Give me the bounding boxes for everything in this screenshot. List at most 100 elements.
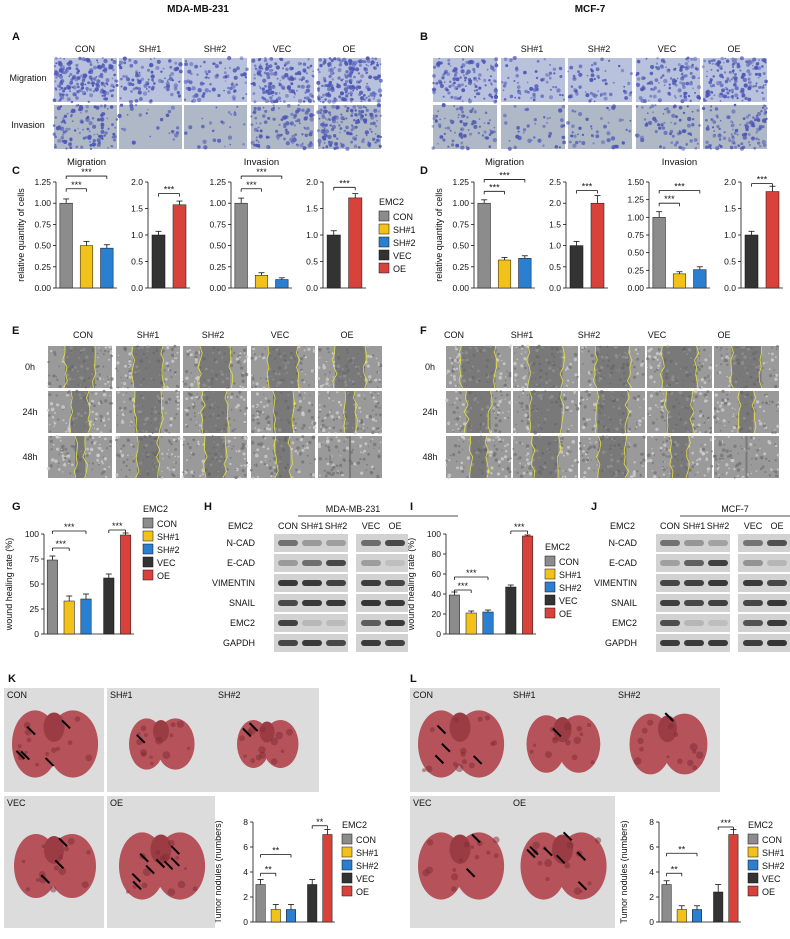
cell-dot (104, 97, 109, 101)
cell-dot (160, 80, 164, 84)
wound-cell (700, 378, 704, 382)
wound-cell (725, 348, 728, 350)
wound-cell (312, 348, 315, 350)
wound-cell (120, 382, 123, 384)
wound-cell (118, 436, 121, 439)
cell-dot (197, 145, 201, 149)
wound-cell (721, 389, 725, 393)
cell-dot (481, 58, 485, 63)
wound-cell (120, 453, 125, 458)
wound-cell (176, 399, 180, 403)
cell-dot (318, 70, 321, 74)
cell-dot (670, 141, 674, 145)
wound-cell (629, 475, 634, 479)
col-label-F-1: SH#1 (511, 330, 534, 340)
cell-dot (369, 122, 373, 125)
wound-edge (287, 435, 293, 479)
wound-cell (312, 349, 316, 353)
cell-dot (344, 79, 349, 84)
wound-cell (49, 430, 52, 433)
wound-cell (325, 426, 328, 429)
wound-cell (655, 438, 658, 441)
cell-dot (328, 68, 332, 72)
cell-dot (349, 97, 353, 101)
cell-dot (125, 77, 130, 82)
cell-dot (736, 64, 741, 69)
wound-cell (525, 406, 529, 410)
wound-cell (99, 443, 101, 446)
wound-cell (581, 458, 586, 462)
cell-dot (91, 117, 95, 120)
cell-dot (255, 122, 258, 124)
micrograph (635, 56, 702, 104)
col-label-E-0: CON (73, 330, 93, 340)
wound-cell (519, 441, 522, 445)
cell-dot (353, 144, 358, 148)
cell-dot (100, 122, 105, 127)
wound-cell (447, 473, 452, 478)
wound-cell (48, 393, 52, 397)
cell-dot (708, 59, 711, 63)
wound-cell (508, 410, 510, 413)
wound-cell (128, 372, 132, 375)
wound-cell (186, 469, 189, 471)
cell-dot (503, 98, 507, 101)
cell-dot (552, 85, 555, 89)
wound-cell (585, 418, 589, 422)
wound-cell (267, 420, 271, 425)
cell-dot (755, 131, 758, 134)
wound-cell (756, 449, 759, 452)
wound-cell (522, 392, 525, 395)
cell-dot (666, 109, 671, 114)
wound-cell (166, 466, 169, 470)
cell-dot (370, 115, 375, 120)
wound-cell (300, 357, 304, 361)
wound-cell (325, 445, 327, 447)
wound-cell (647, 453, 651, 458)
wound-cell (188, 446, 192, 450)
wound-edge (557, 435, 562, 479)
micrograph (501, 104, 566, 151)
cell-dot (137, 90, 142, 95)
wound-cell (716, 346, 719, 349)
wound-cell (529, 472, 533, 476)
cell-dot (709, 84, 713, 88)
cell-dot (752, 116, 755, 119)
cell-dot (706, 70, 708, 73)
wound-cell (365, 414, 370, 419)
cell-dot (348, 59, 350, 62)
cell-dot (145, 112, 148, 115)
cell-dot (475, 63, 480, 67)
wound-cell (229, 462, 232, 466)
cell-dot (502, 84, 507, 88)
cell-dot (466, 116, 469, 119)
wound-cell (485, 438, 490, 442)
wound-cell (122, 460, 126, 464)
cell-dot (512, 55, 517, 61)
cell-dot (446, 126, 451, 130)
cell-dot (101, 94, 104, 98)
cell-dot (686, 105, 689, 108)
wound-cell (699, 447, 702, 450)
cell-dot (554, 145, 558, 149)
cell-dot (75, 67, 79, 71)
cell-dot (103, 58, 108, 64)
wound-cell (571, 464, 574, 467)
cell-dot (344, 105, 347, 108)
wound-cell (776, 468, 780, 471)
wound-cell (452, 430, 455, 433)
cell-dot (724, 79, 729, 84)
cell-dot (232, 97, 236, 101)
wound-cell (62, 459, 64, 461)
wound-cell (722, 419, 726, 423)
wound-cell (53, 351, 57, 355)
cell-dot (55, 126, 61, 131)
cell-dot (695, 66, 697, 68)
wound-cell (194, 351, 199, 355)
wound-cell (107, 378, 110, 381)
wound-cell (131, 398, 135, 402)
cell-dot (507, 146, 512, 151)
cell-dot (705, 93, 710, 98)
wound-cell (701, 452, 705, 455)
wound-cell (364, 442, 368, 446)
